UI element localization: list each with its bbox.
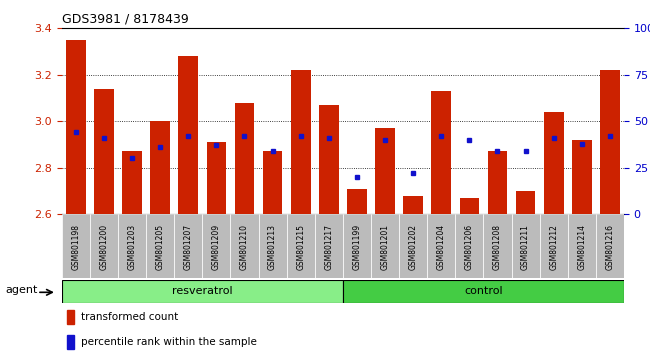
Text: GSM801207: GSM801207 [184,224,193,270]
Text: GSM801210: GSM801210 [240,224,249,270]
Text: GSM801201: GSM801201 [380,224,389,270]
Bar [207,142,226,214]
Bar [174,214,202,278]
Text: GSM801217: GSM801217 [324,224,333,270]
Text: transformed count: transformed count [81,312,179,322]
Text: GSM801198: GSM801198 [72,224,81,270]
Text: percentile rank within the sample: percentile rank within the sample [81,337,257,347]
Bar [460,198,479,214]
Bar [287,214,315,278]
Bar [150,121,170,214]
Bar [600,70,620,214]
Bar [90,214,118,278]
Text: GSM801213: GSM801213 [268,224,277,270]
Text: GSM801200: GSM801200 [99,224,109,270]
Bar [371,214,399,278]
Bar [118,214,146,278]
Bar [68,335,74,349]
Bar [259,214,287,278]
Bar [94,89,114,214]
Bar [484,214,512,278]
Text: GSM801202: GSM801202 [409,224,418,270]
Bar [544,112,564,214]
Bar [263,152,283,214]
Bar [347,189,367,214]
Bar [515,191,536,214]
Bar [62,280,343,303]
Bar [231,214,259,278]
Bar [343,214,371,278]
Text: GSM801204: GSM801204 [437,224,446,270]
Bar [432,91,451,214]
Bar [456,214,484,278]
Bar [178,56,198,214]
Bar [66,40,86,214]
Bar [512,214,540,278]
Text: GSM801205: GSM801205 [155,224,164,270]
Bar [235,103,254,214]
Text: GSM801214: GSM801214 [577,224,586,270]
Bar [62,214,90,278]
Bar [427,214,455,278]
Bar [540,214,568,278]
Bar [403,196,423,214]
Text: GSM801203: GSM801203 [127,224,136,270]
Bar [343,280,624,303]
Bar [399,214,427,278]
Bar [146,214,174,278]
Bar [68,310,74,324]
Bar [202,214,231,278]
Text: GDS3981 / 8178439: GDS3981 / 8178439 [62,13,188,26]
Bar [122,152,142,214]
Text: GSM801215: GSM801215 [296,224,306,270]
Bar [572,140,592,214]
Text: GSM801199: GSM801199 [352,224,361,270]
Bar [315,214,343,278]
Bar [596,214,624,278]
Text: GSM801206: GSM801206 [465,224,474,270]
Bar [488,152,508,214]
Text: GSM801209: GSM801209 [212,224,221,270]
Text: agent: agent [5,285,37,295]
Text: resveratrol: resveratrol [172,286,233,296]
Bar [568,214,596,278]
Text: GSM801208: GSM801208 [493,224,502,270]
Text: GSM801211: GSM801211 [521,224,530,270]
Bar [291,70,311,214]
Text: control: control [464,286,502,296]
Text: GSM801216: GSM801216 [605,224,614,270]
Text: GSM801212: GSM801212 [549,224,558,270]
Bar [319,105,339,214]
Bar [375,128,395,214]
